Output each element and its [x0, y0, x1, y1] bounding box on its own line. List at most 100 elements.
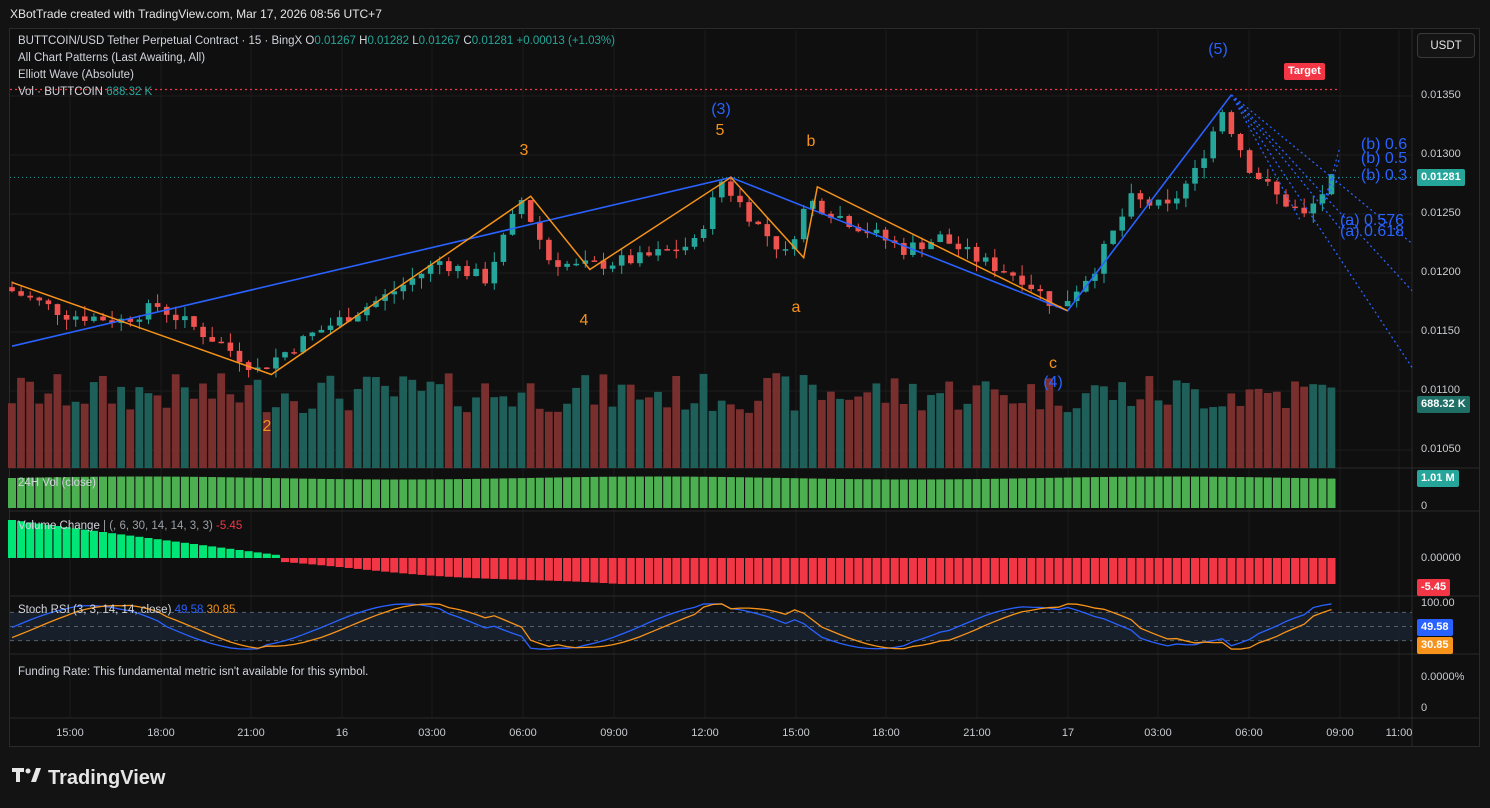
volume-change-bar — [936, 558, 945, 584]
volume-change-bar — [353, 558, 362, 569]
vol24h-bar — [808, 478, 817, 508]
stoch-rsi-legend[interactable]: Stoch RSI (3, 3, 14, 14, close) 49.58 30… — [18, 604, 235, 616]
volume-bar — [1227, 393, 1236, 468]
vol24h-bar — [1318, 478, 1327, 508]
candle-body — [45, 300, 52, 305]
vol24h-bar — [117, 476, 126, 508]
candle-body — [828, 213, 834, 218]
vol24h-bar — [208, 477, 217, 508]
vol24h-bar — [271, 478, 280, 508]
candle-body — [1028, 284, 1034, 290]
price-tick: 0.01350 — [1421, 89, 1461, 101]
vol24h-bar — [1109, 476, 1118, 508]
vol24h-bar — [126, 476, 135, 508]
candle-body — [191, 316, 197, 327]
volume-bar — [372, 377, 380, 468]
volume-change-bar — [535, 558, 544, 581]
projection-line — [1230, 94, 1301, 221]
candle-body — [300, 336, 306, 353]
volume-bar — [108, 403, 116, 468]
elliott-wave-indicator[interactable]: Elliott Wave (Absolute) — [18, 69, 134, 81]
candle-body — [1255, 172, 1262, 180]
volume-bar — [8, 403, 16, 468]
vol24h-bar — [453, 479, 462, 508]
volume-bar — [990, 389, 999, 468]
open-value: 0.01267 — [314, 35, 356, 47]
volume-bar — [617, 384, 626, 468]
volume-change-bar — [781, 558, 790, 584]
volume-change-bar — [681, 558, 690, 584]
volume-change-bar — [872, 558, 881, 584]
chart-patterns-indicator[interactable]: All Chart Patterns (Last Awaiting, All) — [18, 52, 206, 64]
vol24h-bar — [1327, 478, 1336, 508]
volume-change-bar — [1218, 558, 1227, 584]
vol24h-bar — [463, 478, 471, 508]
vol24h-bar — [180, 476, 189, 508]
vol24h-bar — [89, 476, 98, 508]
vol24h-bar — [890, 479, 899, 508]
volume-bar — [899, 404, 908, 468]
stoch-rsi-label: Stoch RSI (3, 3, 14, 14, close) — [18, 604, 172, 616]
volume-bar — [1081, 393, 1090, 468]
volume-bar — [490, 397, 499, 468]
volume-change-bar — [335, 558, 344, 568]
volume-bar — [408, 379, 417, 468]
candle-body — [928, 241, 934, 250]
vol24h-bar — [708, 476, 717, 508]
volume-bar — [1009, 403, 1017, 468]
volume-bar — [1200, 408, 1208, 468]
volume-change-bar — [745, 558, 754, 584]
volume-bar — [399, 376, 408, 468]
volume-change-bar — [80, 529, 89, 558]
volume-change-bar — [599, 558, 608, 584]
volume-change-bar — [308, 558, 317, 565]
candle-body — [1073, 291, 1080, 301]
vol24h-bar — [399, 479, 408, 508]
vol24h-bar — [26, 477, 35, 508]
volume-bar — [1327, 387, 1336, 468]
volume-change-bar — [453, 558, 462, 578]
volume-change-bar — [908, 558, 917, 584]
volume-bar — [444, 373, 453, 468]
volume-change-bar — [563, 558, 572, 582]
candle-body — [309, 332, 316, 337]
vol24h-label[interactable]: 24H Vol (close) — [18, 477, 96, 489]
vol24h-bar — [235, 477, 244, 508]
volume-bar — [308, 408, 317, 468]
volume-change-bar — [126, 535, 135, 558]
candle-body — [1137, 193, 1144, 200]
time-tick: 15:00 — [56, 727, 84, 739]
currency-button[interactable]: USDT — [1417, 33, 1475, 58]
volume-bar — [262, 412, 271, 468]
volume-bar — [954, 409, 963, 468]
candle-body — [1228, 112, 1235, 135]
volume-bar — [190, 398, 198, 468]
volume-change-legend[interactable]: Volume Change | (, 6, 30, 14, 14, 3, 3) … — [18, 520, 242, 532]
candle-body — [27, 295, 33, 298]
volume-bar — [635, 399, 644, 468]
symbol-legend[interactable]: BUTTCOIN/USD Tether Perpetual Contract ·… — [18, 35, 615, 47]
volume-bar — [317, 382, 326, 468]
volume-bar — [35, 403, 44, 468]
projection-line — [1230, 94, 1413, 292]
volume-bar — [1218, 406, 1227, 468]
candle-body — [755, 221, 761, 225]
volume-bar — [726, 404, 735, 468]
candle-body — [409, 278, 416, 285]
vol24h-bar — [353, 479, 362, 508]
volume-change-bar — [626, 558, 635, 584]
tradingview-logo[interactable]: TradingView — [12, 766, 165, 790]
vol24h-bar — [217, 477, 226, 508]
volume-indicator[interactable]: Vol · BUTTCOIN 688.32 K — [18, 86, 152, 98]
symbol-title: BUTTCOIN/USD Tether Perpetual Contract ·… — [18, 35, 303, 47]
vol24h-bar — [544, 477, 553, 508]
vol24h-bar — [390, 479, 399, 508]
volume-bar — [863, 392, 872, 468]
vol24h-bar — [781, 478, 790, 508]
candle-body — [728, 181, 734, 196]
volume-bar — [845, 399, 853, 468]
volume-change-bar — [71, 528, 80, 558]
volume-change-bar — [390, 558, 399, 573]
volume-bar — [890, 378, 899, 468]
